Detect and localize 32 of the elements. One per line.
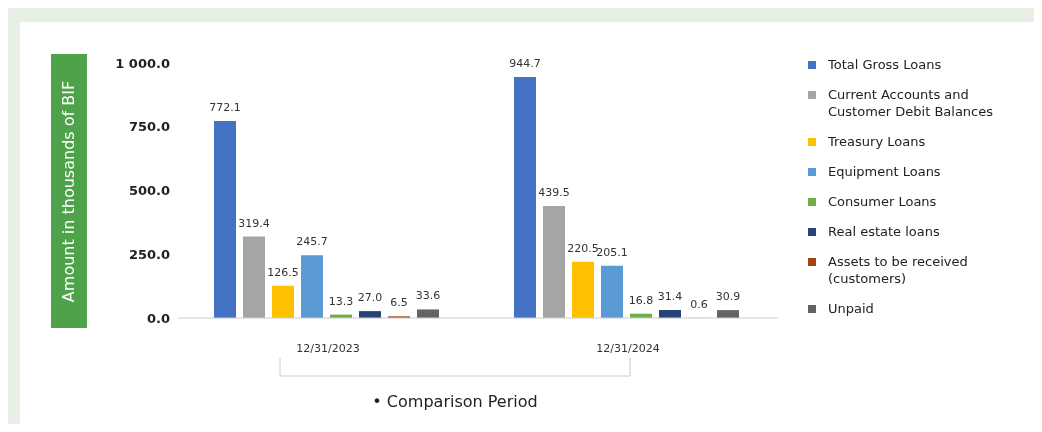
data-label: 27.0 [357,291,383,305]
data-label: 13.3 [328,294,354,308]
x-tick-label: 12/31/2024 [596,341,660,355]
x-tick-label: 12/31/2023 [296,341,360,355]
data-label: 772.1 [209,101,241,115]
legend-label: Real estate loans [828,223,940,240]
data-label: 319.4 [238,216,270,230]
data-label: 245.7 [296,235,328,249]
legend-label: Equipment Loans [828,163,941,180]
data-label: 16.8 [628,293,654,307]
data-label: 33.6 [415,289,441,303]
y-axis-title: Amount in thousands of BIF [59,80,79,302]
data-label: 6.5 [390,296,408,310]
data-label: 0.6 [690,297,708,311]
legend-label: Assets to be received (customers) [828,253,969,287]
data-label: 439.5 [538,185,570,199]
x-axis-title: • Comparison Period [371,392,539,411]
data-label: 30.9 [715,290,741,304]
legend-label: Consumer Loans [828,193,937,210]
legend-label: Total Gross Loans [828,56,942,73]
legend-label: Unpaid [828,300,874,317]
legend-label: Current Accounts and Customer Debit Balances [828,86,994,120]
y-tick-label: 500.0 [128,183,170,199]
y-tick-label: 750.0 [128,119,170,135]
y-tick-label: 0.0 [146,310,170,326]
legend-label: Treasury Loans [828,133,926,150]
y-tick-label: 1 000.0 [115,55,170,71]
data-label: 31.4 [657,289,683,303]
data-label: 126.5 [267,265,299,279]
y-tick-label: 250.0 [128,246,170,262]
data-label: 944.7 [509,57,541,71]
data-label: 205.1 [596,245,628,259]
